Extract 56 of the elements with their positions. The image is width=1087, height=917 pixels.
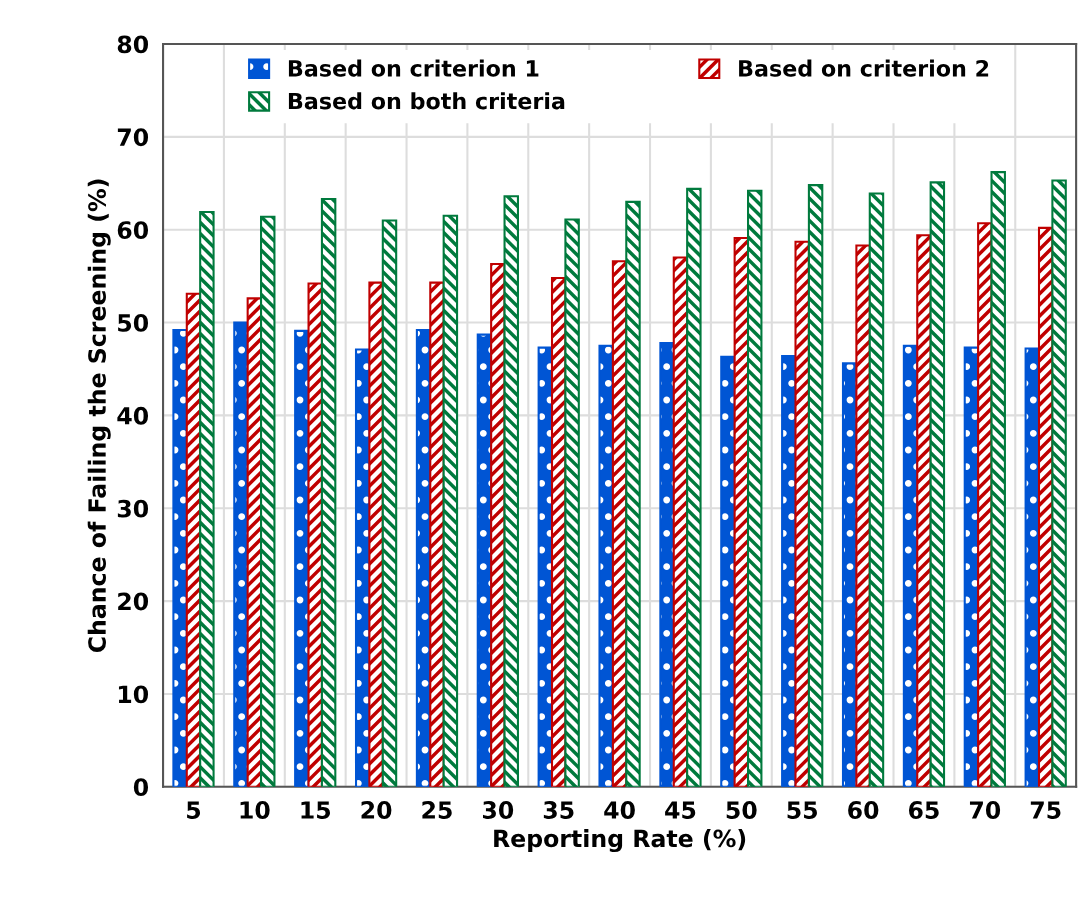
x-tick-label: 65 (908, 801, 939, 819)
bar (503, 195, 519, 787)
y-tick-label: 10 (118, 685, 149, 704)
x-tick-label: 15 (301, 801, 331, 819)
bar (233, 321, 249, 787)
bar (442, 214, 459, 787)
bar (990, 171, 1006, 787)
x-tick-label: 40 (604, 801, 635, 819)
x-tick-label: 75 (1030, 801, 1061, 819)
y-tick-label: 50 (118, 314, 149, 332)
x-tick-label: 30 (483, 801, 514, 819)
x-tick-label: 10 (240, 801, 270, 819)
x-tick-label: 50 (726, 801, 757, 819)
bar (868, 192, 885, 787)
bar (564, 218, 580, 787)
bar (172, 328, 188, 787)
x-tick-label: 70 (969, 801, 1001, 819)
bar (598, 344, 614, 787)
legend-label: Based on criterion 2 (739, 59, 989, 77)
bar (686, 187, 702, 787)
bar (720, 355, 736, 787)
bar (429, 281, 445, 787)
bar (807, 184, 824, 787)
bar (746, 189, 763, 787)
bar (794, 240, 810, 787)
bar (1051, 179, 1067, 787)
x-tick-label: 5 (187, 801, 201, 819)
y-tick-label: 40 (117, 406, 149, 425)
bar (381, 219, 398, 787)
legend-label: Based on both criteria (288, 92, 565, 110)
x-tick-label: 35 (543, 801, 574, 819)
y-tick-label: 30 (117, 499, 149, 518)
bar (199, 211, 215, 787)
y-tick-label: 60 (117, 221, 149, 240)
y-tick-label: 70 (117, 128, 149, 147)
x-axis-title: Reporting Rate (%) (494, 829, 746, 853)
bar (855, 244, 871, 787)
x-tick-label: 45 (665, 801, 696, 819)
legend-label: Based on criterion 1 (288, 59, 539, 77)
y-axis-title: Chance of Failing the Screening (%) (87, 179, 111, 653)
bar (929, 181, 946, 787)
x-tick-label: 55 (787, 801, 817, 819)
bar (307, 282, 323, 787)
bar (625, 200, 641, 787)
x-tick-label: 20 (361, 801, 392, 819)
bar (916, 234, 932, 787)
x-tick-label: 60 (848, 801, 879, 819)
bar (260, 215, 276, 787)
bar (368, 281, 384, 787)
bar (320, 198, 337, 787)
bar (490, 263, 506, 787)
x-tick-label: 25 (422, 801, 452, 819)
y-tick-label: 80 (117, 35, 149, 54)
y-tick-label: 20 (118, 592, 149, 611)
y-tick-label: 0 (133, 778, 149, 797)
bar (659, 341, 675, 787)
